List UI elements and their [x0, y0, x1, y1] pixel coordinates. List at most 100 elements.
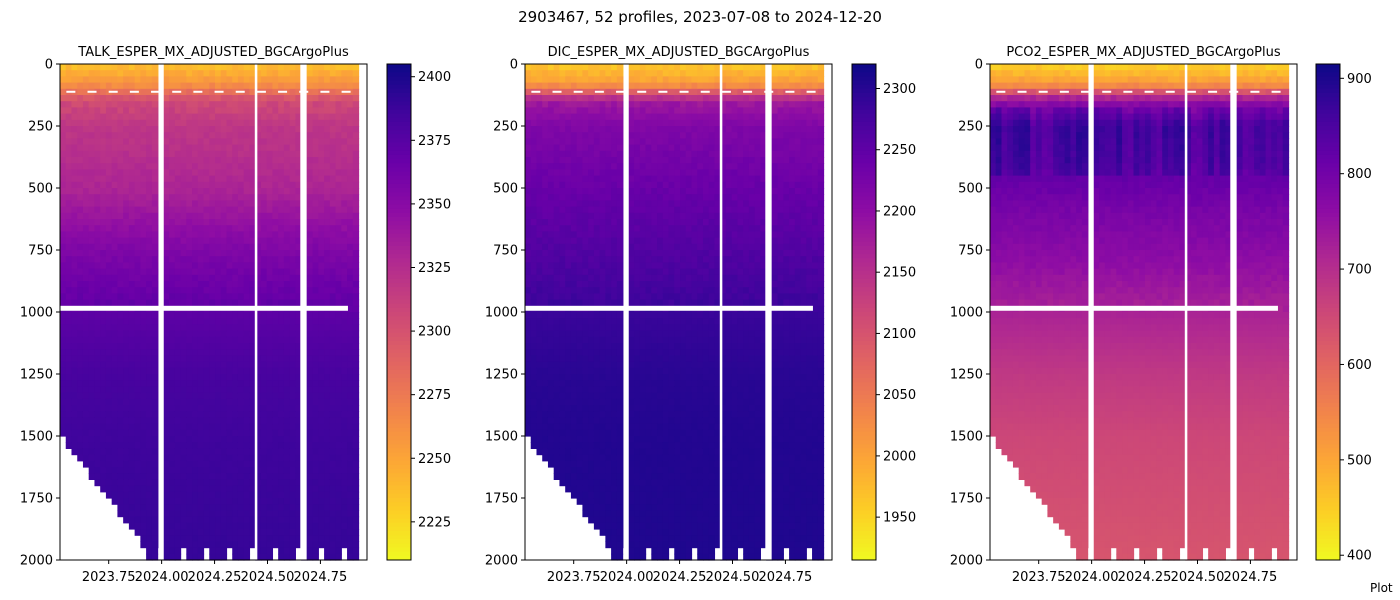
heatmap-cell — [570, 113, 578, 121]
heatmap-cell — [134, 212, 141, 220]
heatmap-cell — [553, 268, 561, 276]
heatmap-cell — [255, 324, 262, 332]
heatmap-cell — [312, 417, 319, 425]
heatmap-cell — [65, 355, 73, 363]
heatmap-cell — [525, 95, 532, 102]
heatmap-cell — [536, 138, 543, 146]
heatmap-cell — [215, 361, 222, 369]
heatmap-cell — [312, 299, 319, 307]
heatmap-cell — [192, 113, 199, 121]
heatmap-cell — [576, 355, 584, 363]
heatmap-cell — [582, 243, 589, 251]
heatmap-cell — [530, 436, 538, 443]
heatmap-cell — [226, 460, 233, 468]
heatmap-cell — [111, 473, 119, 480]
heatmap-cell — [525, 200, 532, 208]
heatmap-cell — [536, 355, 543, 363]
heatmap-cell — [163, 392, 170, 400]
heatmap-cell — [525, 380, 532, 387]
heatmap-cell — [174, 250, 182, 257]
heatmap-cell — [312, 411, 319, 418]
heatmap-cell — [94, 194, 101, 201]
heatmap-cell — [255, 318, 262, 325]
heatmap-cell — [60, 281, 67, 288]
heatmap-cell — [278, 212, 285, 220]
heatmap-cell — [169, 411, 176, 418]
heatmap-cell — [134, 479, 141, 487]
data-gap-row — [60, 305, 348, 311]
heatmap-cell — [266, 367, 274, 375]
heatmap-cell — [278, 163, 285, 170]
heatmap-cell — [243, 188, 251, 195]
heatmap-cell — [243, 231, 251, 239]
colorbar-tick-label: 2350 — [418, 197, 451, 212]
heatmap-cell — [117, 398, 124, 406]
y-tick-label: 1000 — [20, 306, 53, 321]
heatmap-cell — [192, 250, 199, 257]
heatmap-cell — [186, 504, 193, 511]
heatmap-cell — [341, 144, 348, 152]
heatmap-cell — [249, 194, 256, 201]
heatmap-cell — [272, 485, 279, 493]
heatmap-cell — [341, 436, 348, 443]
heatmap-cell — [266, 498, 274, 505]
heatmap-cell — [237, 510, 245, 518]
heatmap-cell — [197, 454, 205, 462]
heatmap-cell — [186, 541, 193, 549]
heatmap-cell — [220, 132, 228, 139]
heatmap-cell — [318, 324, 325, 332]
heatmap-cell — [588, 361, 595, 369]
heatmap-cell — [134, 299, 141, 307]
heatmap-cell — [536, 157, 543, 164]
heatmap-cell — [306, 250, 314, 257]
heatmap-cell — [192, 107, 199, 115]
heatmap-cell — [146, 82, 153, 90]
heatmap-cell — [530, 64, 538, 71]
heatmap-cell — [295, 206, 302, 214]
heatmap-cell — [60, 76, 67, 84]
heatmap-cell — [226, 250, 233, 257]
heatmap-cell — [237, 553, 245, 561]
heatmap-cell — [243, 150, 251, 158]
heatmap-cell — [255, 442, 262, 449]
heatmap-cell — [65, 361, 73, 369]
heatmap-cell — [60, 181, 67, 189]
heatmap-cell — [335, 188, 342, 195]
heatmap-cell — [553, 442, 561, 449]
heatmap-cell — [324, 188, 331, 195]
heatmap-cell — [272, 318, 279, 325]
heatmap-cell — [278, 442, 285, 449]
heatmap-cell — [306, 200, 314, 208]
heatmap-cell — [203, 423, 210, 431]
heatmap-cell — [272, 299, 279, 307]
heatmap-cell — [306, 442, 314, 449]
heatmap-cell — [203, 436, 210, 443]
heatmap-cell — [335, 206, 342, 214]
heatmap-cell — [266, 231, 274, 239]
heatmap-cell — [570, 330, 578, 338]
heatmap-cell — [123, 343, 130, 350]
heatmap-cell — [237, 299, 245, 307]
heatmap-cell — [209, 200, 216, 208]
heatmap-cell — [203, 82, 210, 90]
heatmap-cell — [312, 510, 319, 518]
heatmap-cell — [559, 392, 566, 400]
heatmap-cell — [559, 126, 566, 133]
heatmap-cell — [352, 411, 360, 418]
heatmap-cell — [77, 367, 84, 375]
heatmap-cell — [134, 529, 141, 536]
heatmap-cell — [197, 243, 205, 251]
heatmap-cell — [111, 138, 119, 146]
heatmap-cell — [335, 225, 342, 232]
heatmap-cell — [65, 380, 73, 387]
heatmap-cell — [174, 504, 182, 511]
heatmap-cell — [186, 82, 193, 90]
heatmap-cell — [197, 113, 205, 121]
heatmap-cell — [209, 516, 216, 524]
heatmap-cell — [88, 256, 96, 263]
heatmap-cell — [341, 299, 348, 307]
y-tick-label: 0 — [45, 58, 53, 73]
heatmap-cell — [243, 200, 251, 208]
heatmap-cell — [249, 510, 256, 518]
heatmap-cell — [232, 473, 239, 480]
